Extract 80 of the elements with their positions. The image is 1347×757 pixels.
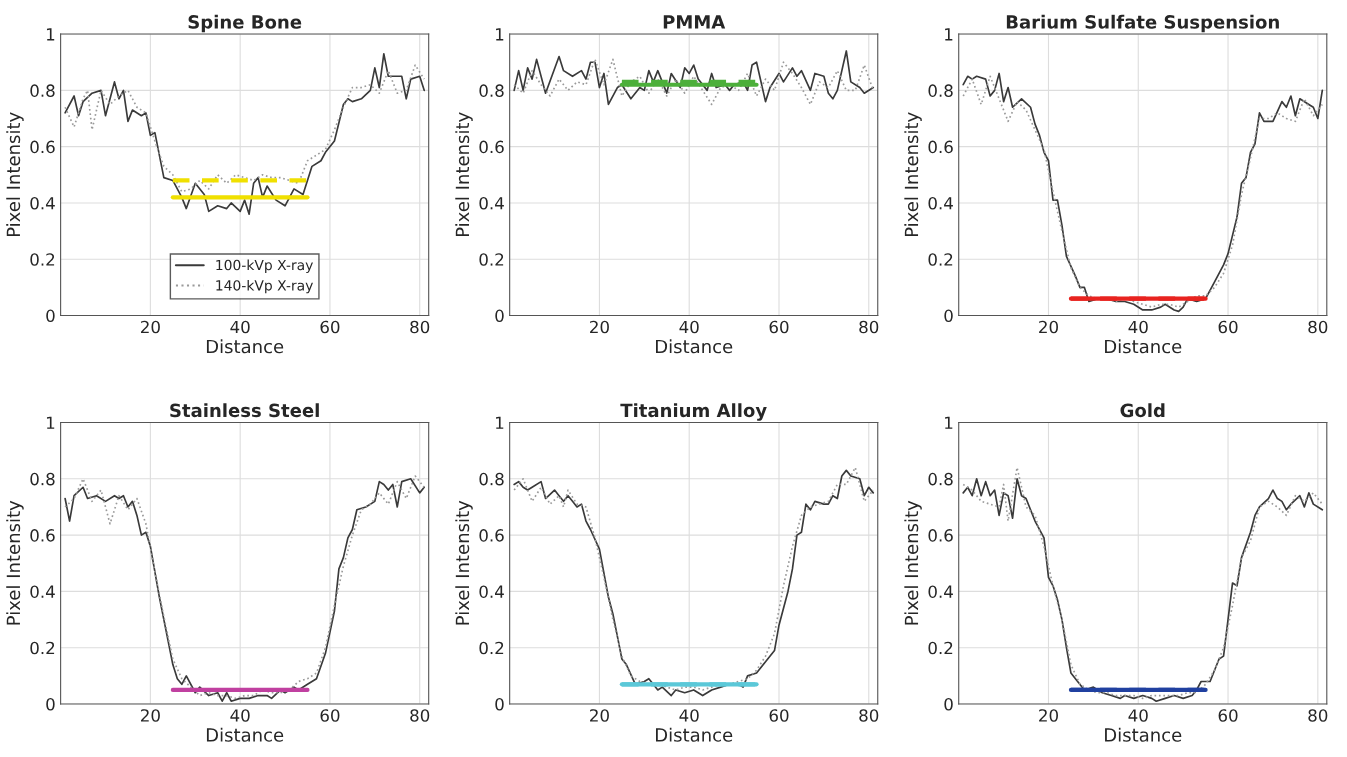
y-tick-label: 0.8 [928, 472, 953, 486]
y-tick-label: 0 [944, 309, 953, 323]
x-tick-label: 60 [320, 320, 340, 334]
x-axis-title: Distance [206, 339, 284, 354]
y-tick-label: 0 [495, 697, 504, 711]
y-tick-label: 1 [496, 28, 504, 41]
y-tick-label: 0.8 [30, 84, 55, 97]
y-tick-label: 0.8 [479, 472, 504, 486]
y-tick-label: 0 [46, 697, 55, 711]
y-tick-label: 0.6 [928, 140, 953, 154]
y-tick-label: 0.4 [928, 196, 953, 210]
x-tick-label: 20 [141, 320, 160, 334]
y-tick-label: 0.6 [30, 140, 55, 154]
legend-label: 140-kVp X-ray [216, 279, 313, 294]
x-tick-label: 60 [1218, 709, 1238, 722]
x-tick-label: 40 [1128, 320, 1148, 334]
x-axis-title: Distance [656, 339, 733, 354]
y-tick-label: 0.2 [928, 253, 953, 266]
y-tick-label: 0.4 [928, 585, 953, 598]
x-tick-label: 40 [230, 320, 250, 334]
y-tick-label: 0.2 [479, 641, 504, 655]
y-tick-label: 0.2 [30, 641, 55, 655]
x-tick-label: 40 [679, 709, 699, 722]
y-tick-label: 1 [46, 416, 55, 429]
y-axis-title: Pixel Intensity [6, 500, 24, 625]
x-tick-label: 60 [1218, 320, 1238, 334]
chart-title: Spine Bone [188, 14, 302, 33]
y-tick-label: 0 [46, 309, 55, 323]
y-axis-title: Pixel Intensity [904, 500, 922, 625]
y-tick-label: 0.6 [479, 529, 504, 542]
y-tick-label: 0.6 [928, 529, 953, 542]
x-axis-title: Distance [206, 727, 284, 742]
y-tick-label: 0.8 [928, 84, 953, 97]
x-tick-label: 20 [141, 709, 160, 722]
y-tick-label: 0 [944, 697, 953, 711]
x-axis-title: Distance [1105, 339, 1182, 354]
x-tick-label: 20 [1039, 709, 1058, 722]
y-tick-label: 0.8 [479, 84, 504, 97]
y-tick-label: 0.2 [928, 641, 953, 655]
chart-title: Gold [1120, 403, 1165, 418]
y-tick-label: 0.4 [30, 585, 55, 598]
y-tick-label: 0.8 [30, 472, 55, 486]
y-axis-title: Pixel Intensity [904, 112, 922, 237]
y-tick-label: 1 [46, 28, 55, 41]
x-tick-label: 80 [859, 709, 879, 722]
legend-label: 100-kVp X-ray [216, 259, 313, 273]
x-tick-label: 60 [769, 709, 789, 722]
x-tick-label: 40 [1128, 709, 1148, 722]
x-tick-label: 60 [769, 320, 789, 334]
x-tick-label: 80 [1308, 320, 1328, 334]
y-tick-label: 0.4 [30, 196, 55, 210]
x-axis-title: Distance [1105, 727, 1182, 742]
x-tick-label: 60 [320, 709, 340, 722]
x-tick-label: 20 [1039, 320, 1058, 334]
x-tick-label: 20 [590, 709, 609, 722]
y-axis-title: Pixel Intensity [455, 112, 473, 237]
y-axis-title: Pixel Intensity [6, 112, 24, 237]
y-tick-label: 1 [945, 28, 953, 41]
x-tick-label: 40 [230, 709, 250, 722]
chart-title: Barium Sulfate Suspension [1006, 14, 1279, 33]
x-tick-label: 80 [859, 320, 879, 334]
y-axis-title: Pixel Intensity [455, 500, 473, 625]
chart-title: PMMA [663, 15, 726, 29]
y-tick-label: 0.6 [479, 140, 504, 154]
y-tick-label: 0.2 [479, 253, 504, 266]
y-tick-label: 0.6 [30, 529, 55, 542]
y-tick-label: 1 [496, 416, 504, 429]
y-tick-label: 0.4 [479, 585, 504, 598]
y-tick-label: 0.4 [479, 196, 504, 210]
x-tick-label: 80 [410, 709, 430, 722]
x-tick-label: 80 [410, 320, 430, 334]
y-tick-label: 0.2 [30, 253, 55, 266]
x-axis-title: Distance [656, 727, 733, 742]
y-tick-label: 0 [495, 309, 504, 323]
y-tick-label: 1 [945, 416, 953, 429]
x-tick-label: 40 [679, 320, 699, 334]
x-tick-label: 20 [590, 320, 609, 334]
chart-title: Titanium Alloy [620, 403, 767, 421]
chart-title: Stainless Steel [170, 403, 319, 418]
x-tick-label: 80 [1308, 709, 1328, 722]
